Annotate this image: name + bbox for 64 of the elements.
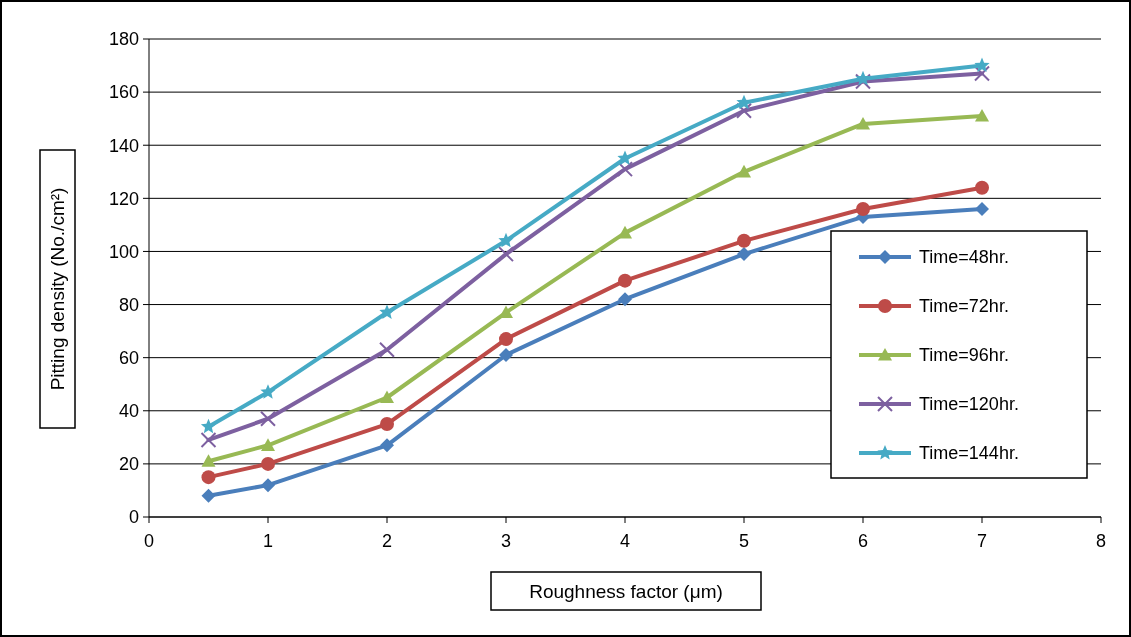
point bbox=[499, 332, 513, 347]
legend-label: Time=144hr. bbox=[919, 443, 1019, 464]
x-tick-label: 1 bbox=[262, 531, 274, 551]
point bbox=[260, 410, 276, 427]
point bbox=[380, 417, 394, 432]
point bbox=[261, 478, 275, 493]
x-tick-label: 2 bbox=[381, 531, 393, 551]
point bbox=[261, 438, 275, 451]
point bbox=[260, 384, 276, 399]
point bbox=[201, 470, 216, 485]
legend-label: Time=48hr. bbox=[919, 247, 1009, 268]
point bbox=[855, 70, 871, 86]
point bbox=[975, 180, 989, 195]
point bbox=[200, 431, 217, 448]
y-tick-label: 60 bbox=[118, 347, 139, 368]
y-tick-label: 180 bbox=[108, 29, 139, 50]
point bbox=[200, 418, 217, 434]
y-axis-title: Pitting density (No./cm²) bbox=[47, 187, 68, 391]
x-tick-label: 3 bbox=[500, 531, 512, 551]
x-tick-label: 7 bbox=[976, 531, 988, 551]
legend-label: Time=96hr. bbox=[919, 345, 1009, 366]
point bbox=[380, 390, 394, 404]
point bbox=[974, 65, 990, 82]
point bbox=[737, 247, 751, 262]
point bbox=[975, 109, 989, 122]
point bbox=[201, 488, 216, 503]
point bbox=[618, 273, 632, 288]
y-tick-label: 80 bbox=[118, 294, 139, 315]
point bbox=[856, 201, 870, 216]
point bbox=[498, 246, 514, 263]
y-tick-label: 160 bbox=[108, 82, 139, 103]
point bbox=[737, 164, 751, 178]
x-tick-label: 0 bbox=[143, 531, 155, 551]
point bbox=[617, 150, 633, 165]
point bbox=[618, 292, 632, 307]
y-tick-label: 20 bbox=[118, 454, 139, 475]
point bbox=[380, 438, 394, 453]
x-tick-label: 8 bbox=[1095, 531, 1107, 551]
legend-label: Time=120hr. bbox=[919, 394, 1019, 415]
y-tick-label: 0 bbox=[128, 507, 139, 528]
point bbox=[201, 454, 216, 467]
point bbox=[855, 73, 871, 90]
point bbox=[499, 348, 513, 363]
point bbox=[856, 116, 870, 130]
x-tick-label: 5 bbox=[738, 531, 750, 551]
point bbox=[737, 233, 751, 248]
y-tick-label: 100 bbox=[108, 241, 139, 262]
point bbox=[618, 225, 632, 239]
point bbox=[499, 305, 513, 319]
point bbox=[379, 341, 395, 358]
point bbox=[974, 57, 990, 73]
point bbox=[975, 201, 989, 216]
x-axis-title: Roughness factor (μm) bbox=[529, 581, 723, 602]
point bbox=[261, 456, 275, 471]
x-tick-label: 4 bbox=[619, 531, 631, 551]
x-tick-label: 6 bbox=[857, 531, 869, 551]
point bbox=[498, 232, 514, 248]
point bbox=[736, 102, 752, 119]
y-tick-label: 120 bbox=[108, 188, 139, 209]
y-tick-label: 140 bbox=[108, 135, 139, 156]
legend-label: Time=72hr. bbox=[919, 296, 1009, 317]
point bbox=[617, 161, 633, 178]
y-tick-label: 40 bbox=[118, 401, 139, 422]
point bbox=[379, 304, 395, 319]
